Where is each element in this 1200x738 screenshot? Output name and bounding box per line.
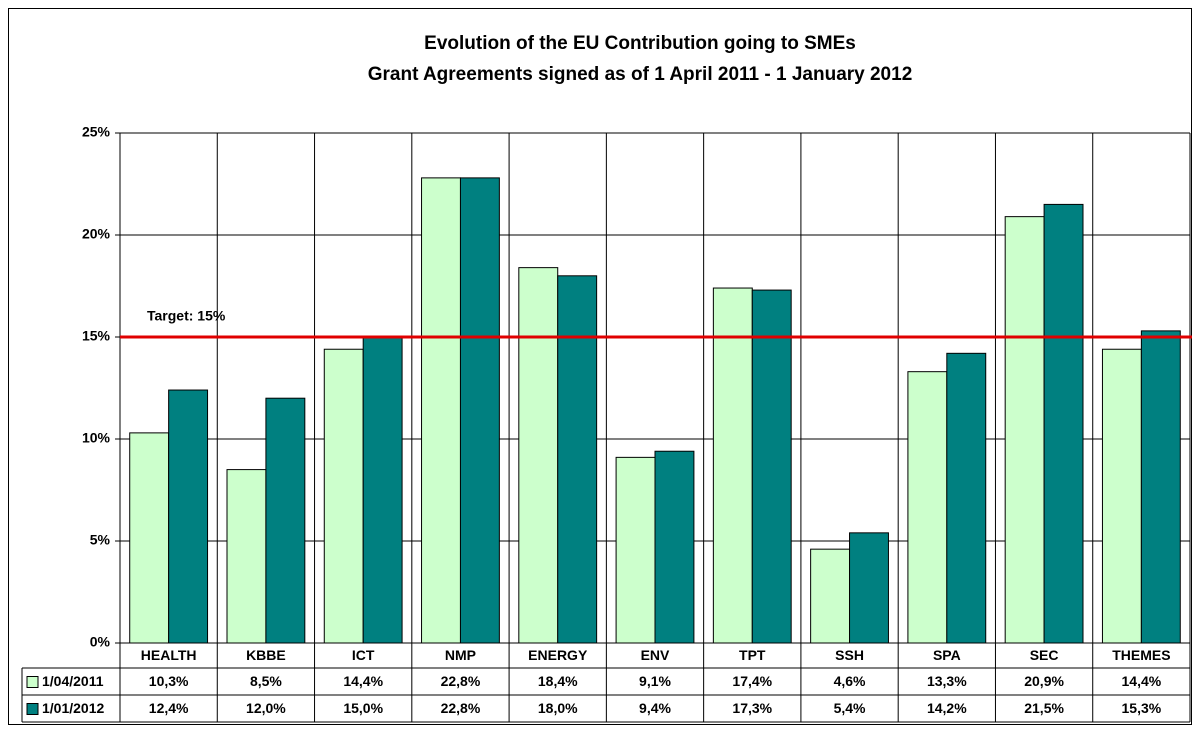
- bar: [907, 371, 948, 644]
- data-label: 14,4%: [343, 673, 383, 689]
- x-tick-label: SEC: [1030, 647, 1059, 663]
- x-tick-label: NMP: [445, 647, 476, 663]
- bar: [712, 287, 753, 644]
- data-label: 13,3%: [927, 673, 967, 689]
- bar: [751, 289, 792, 644]
- x-tick-label: ENV: [641, 647, 670, 663]
- legend-key: [26, 703, 39, 715]
- y-tick-label: 20%: [82, 226, 111, 242]
- data-label: 18,4%: [538, 673, 578, 689]
- bar: [557, 275, 598, 644]
- data-label: 4,6%: [834, 673, 866, 689]
- bar: [362, 336, 403, 644]
- bar: [518, 267, 559, 644]
- data-label: 17,4%: [732, 673, 772, 689]
- bar: [421, 177, 461, 644]
- chart-subtitle: Grant Agreements signed as of 1 April 20…: [368, 64, 913, 85]
- x-tick-label: THEMES: [1112, 647, 1170, 663]
- data-label: 5,4%: [834, 700, 866, 716]
- y-tick-label: 15%: [82, 328, 111, 344]
- y-tick-label: 10%: [82, 430, 111, 446]
- data-label: 12,0%: [246, 700, 286, 716]
- bar: [1043, 203, 1084, 644]
- data-label: 15,0%: [343, 700, 383, 716]
- data-label: 8,5%: [250, 673, 282, 689]
- x-tick-label: SSH: [835, 647, 864, 663]
- bar: [810, 548, 851, 644]
- bar: [323, 348, 364, 644]
- x-tick-label: ENERGY: [528, 647, 588, 663]
- bar: [226, 469, 267, 644]
- data-label: 18,0%: [538, 700, 578, 716]
- x-tick-label: KBBE: [246, 647, 286, 663]
- bar: [1004, 216, 1045, 644]
- data-label: 21,5%: [1024, 700, 1064, 716]
- data-label: 17,3%: [732, 700, 772, 716]
- x-tick-label: HEALTH: [141, 647, 197, 663]
- plot: 0% 5% 10% 15% 20% 25% Target: 15% HEALTH KBBE ICT…: [21, 124, 1192, 723]
- data-label: 9,4%: [639, 700, 671, 716]
- data-label: 9,1%: [639, 673, 671, 689]
- legend-key: [26, 676, 39, 688]
- bar: [1140, 330, 1181, 644]
- target-label: Target: 15%: [147, 308, 226, 324]
- bar: [265, 397, 306, 644]
- x-tick-label: ICT: [352, 647, 375, 663]
- y-tick-label: 5%: [90, 532, 111, 548]
- y-tick-label: 25%: [82, 124, 111, 140]
- data-label: 10,3%: [149, 673, 189, 689]
- bar: [849, 532, 889, 644]
- legend-label: 1/01/2012: [42, 700, 104, 716]
- bar: [615, 456, 656, 644]
- data-label: 15,3%: [1122, 700, 1162, 716]
- bar: [168, 389, 209, 644]
- bar: [459, 177, 500, 644]
- bar: [129, 432, 170, 644]
- bar: [654, 450, 695, 644]
- x-tick-label: TPT: [739, 647, 766, 663]
- bar: [946, 352, 987, 644]
- y-tick-label: 0%: [90, 634, 111, 650]
- legend-label: 1/04/2011: [42, 673, 104, 689]
- data-label: 20,9%: [1024, 673, 1064, 689]
- data-label: 22,8%: [441, 700, 481, 716]
- data-label: 14,4%: [1122, 673, 1162, 689]
- data-label: 12,4%: [149, 700, 189, 716]
- chart-title: Evolution of the EU Contribution going t…: [424, 33, 856, 54]
- x-tick-label: SPA: [933, 647, 961, 663]
- bar: [1101, 348, 1142, 644]
- data-label: 14,2%: [927, 700, 967, 716]
- data-label: 22,8%: [441, 673, 481, 689]
